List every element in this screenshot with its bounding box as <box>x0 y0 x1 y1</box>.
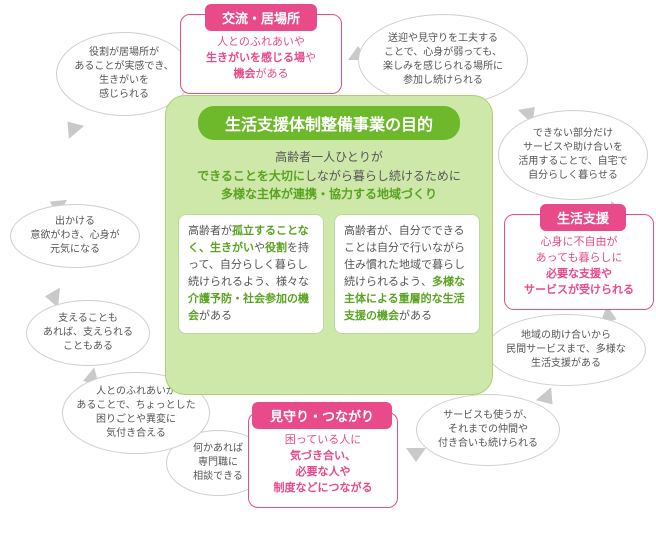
bubble-b3: 地域の助け合いから民間サービスまで、多様な生活支援がある <box>486 314 646 386</box>
bubble-b8: 出かける意欲がわき、心身が元気になる <box>10 204 140 268</box>
center-col-right: 高齢者が、自分でできることは自分で行いながら住み慣れた地域で暮らし続けられるよう… <box>334 214 480 334</box>
section-tag-mimamori: 見守り・つながり <box>252 402 392 429</box>
center-col-left: 高齢者が孤立することなく、生きがいや役割を持って、自分らしく暮らし続けられるよう… <box>178 214 324 334</box>
ring-arrow-11 <box>60 115 84 139</box>
bubble-b2: できない部分だけサービスや助け合いを活用することで、自宅で自分らしく暮らせる <box>498 110 648 200</box>
section-tag-kouryuu: 交流・居場所 <box>205 4 317 31</box>
center-intro: 高齢者一人ひとりが できることを大切にしながら暮らし続けるために 多様な主体が連… <box>178 148 480 204</box>
ring-arrow-5 <box>406 448 426 462</box>
center-columns: 高齢者が孤立することなく、生きがいや役割を持って、自分らしく暮らし続けられるよう… <box>178 214 480 334</box>
center-intro-line1: 高齢者一人ひとりが <box>275 150 383 164</box>
center-intro-line2-strong: できることを大切に <box>197 169 305 183</box>
bubble-b4: サービスも使うが、それまでの仲間や付き合いも続けられる <box>416 394 560 466</box>
section-tag-seikatsu: 生活支援 <box>540 204 626 231</box>
bubble-b1: 送迎や見守りを工夫することで、心身が弱っても、楽しみを感じられる場所に参加し続け… <box>358 14 528 106</box>
center-intro-line2-post: しながら暮らし続けるために <box>305 169 461 183</box>
center-panel: 生活支援体制整備事業の目的 高齢者一人ひとりが できることを大切にしながら暮らし… <box>165 95 493 395</box>
center-title: 生活支援体制整備事業の目的 <box>198 106 460 140</box>
center-intro-line3: 多様な主体が連携・協力する地域づくり <box>221 187 437 201</box>
bubble-b7: 支えることもあれば、支えられることもある <box>26 300 150 366</box>
